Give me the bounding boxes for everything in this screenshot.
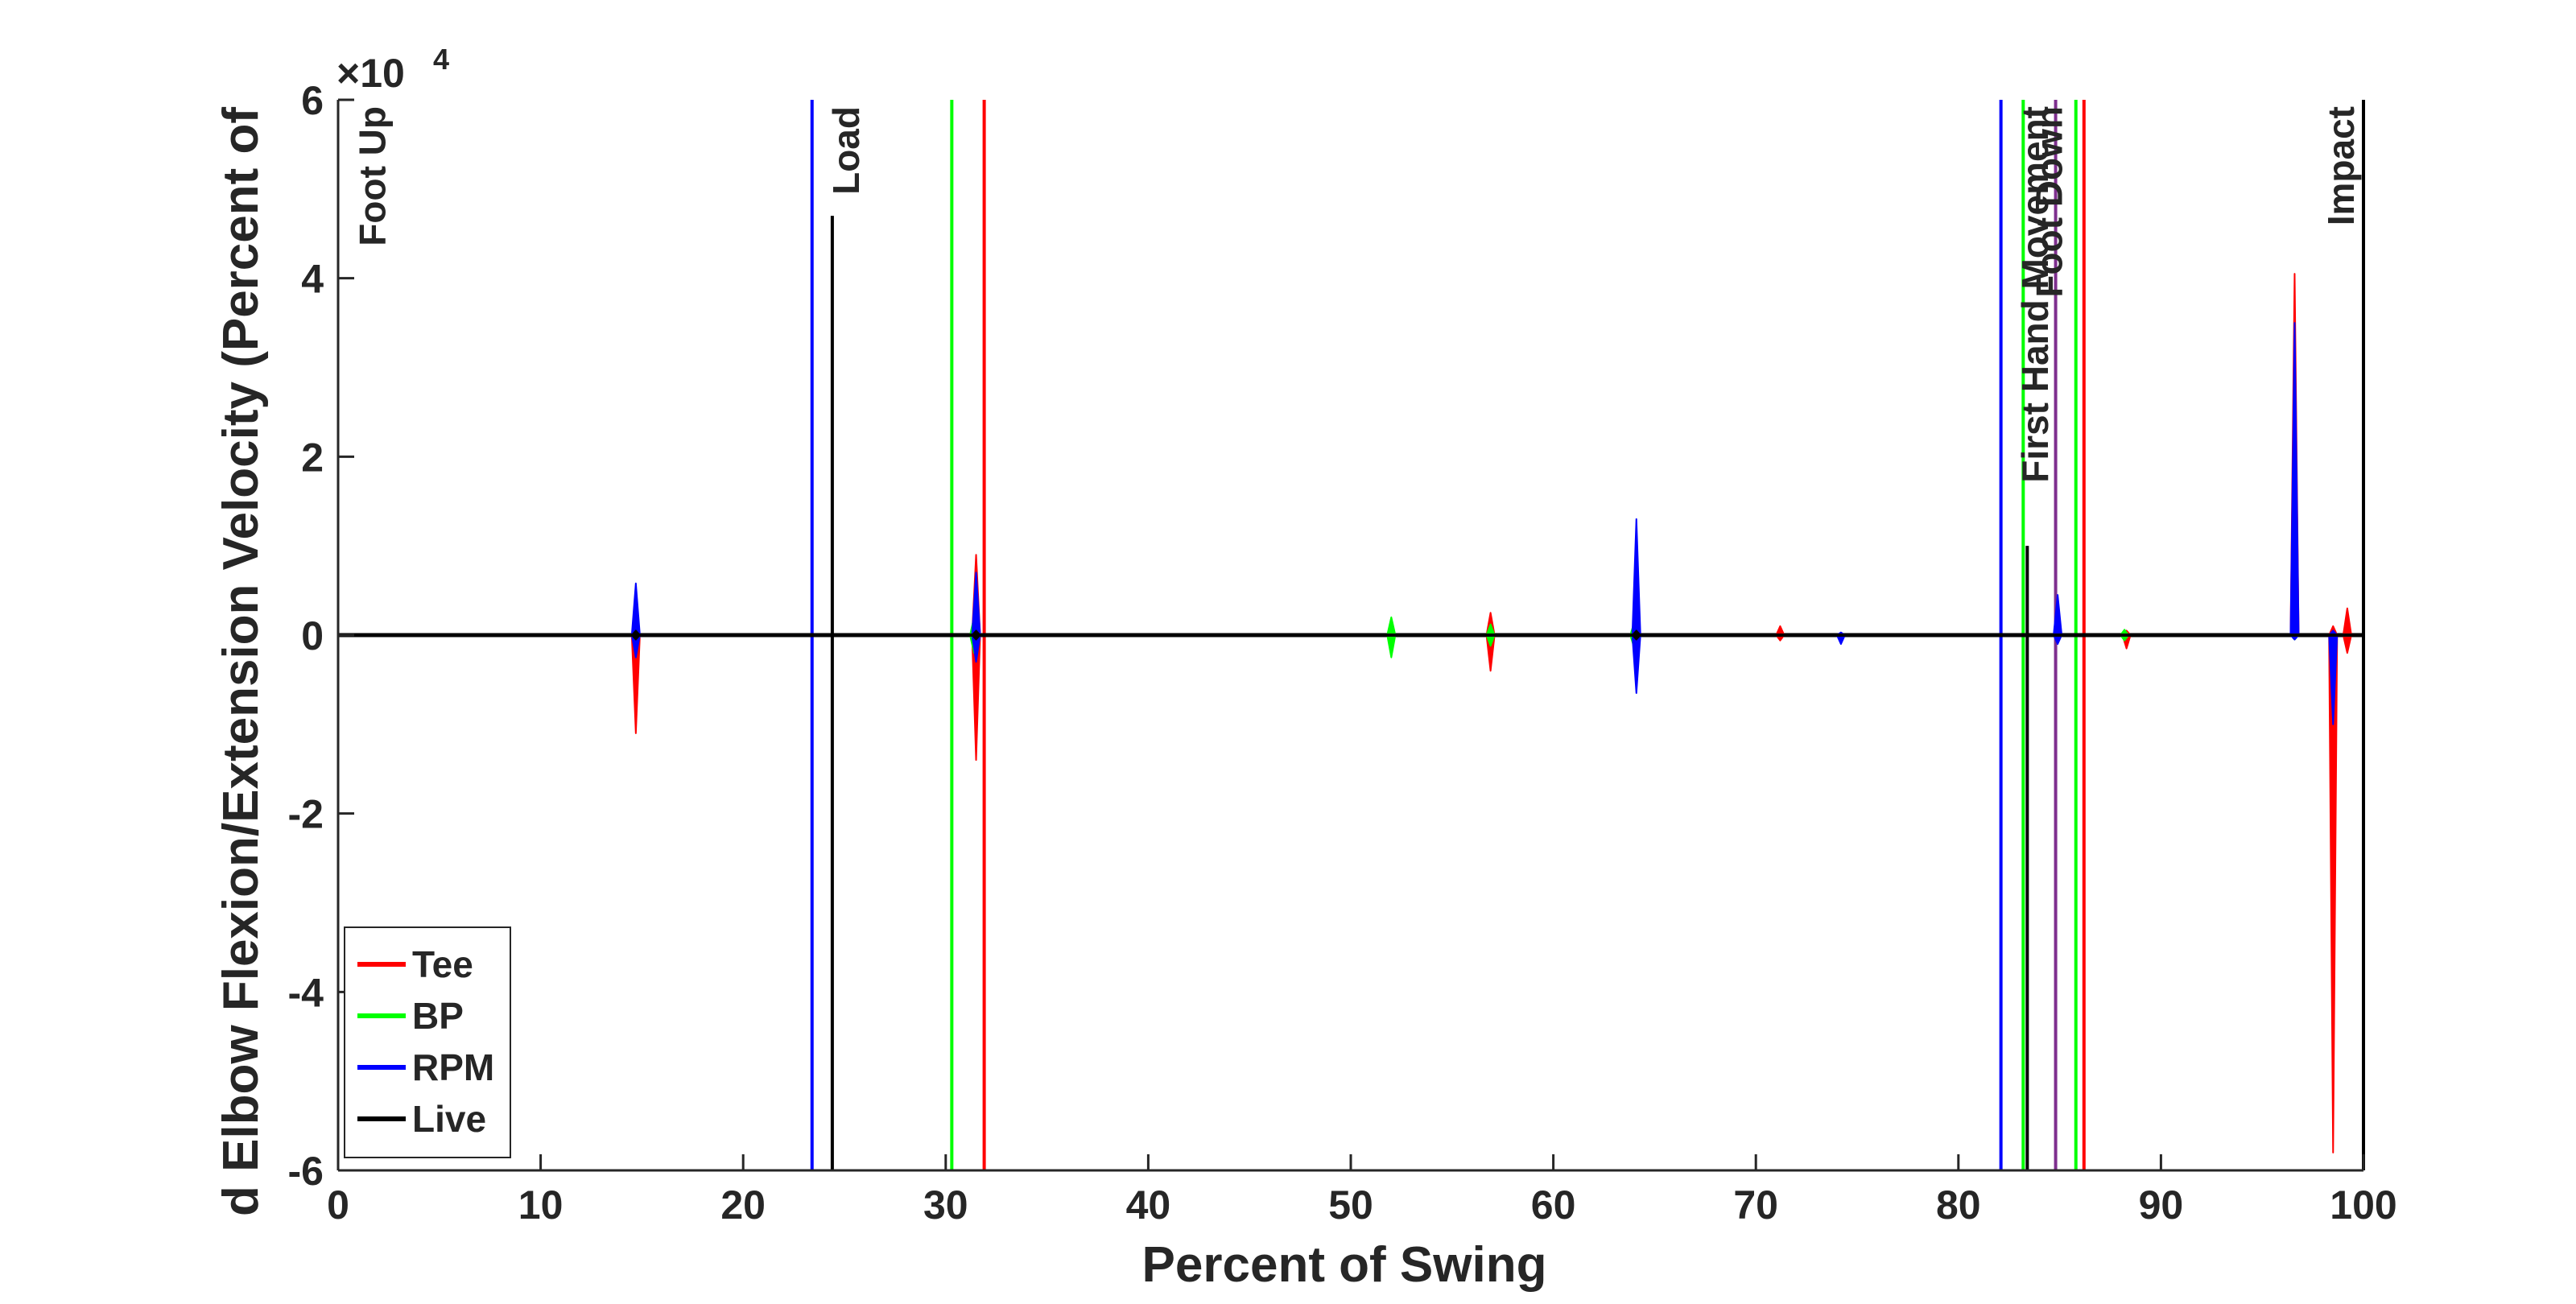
legend-label: BP	[412, 995, 464, 1037]
x-tick-label: 90	[2139, 1182, 2184, 1228]
x-tick-label: 30	[923, 1182, 968, 1228]
x-axis-title: Percent of Swing	[1142, 1237, 1547, 1293]
event-label: Foot Up	[351, 106, 393, 246]
x-tick-label: 0	[327, 1182, 349, 1228]
series-layer	[338, 273, 2363, 1153]
x-tick-label: 60	[1531, 1182, 1576, 1228]
legend-label: Tee	[412, 943, 473, 985]
legend: Tee BP RPM Live	[344, 926, 511, 1158]
y-tick-label: -2	[288, 792, 324, 837]
y-exponent-base: ×10	[336, 51, 405, 96]
x-tick-label: 40	[1126, 1182, 1171, 1228]
y-tick-label: 6	[301, 78, 324, 123]
y-tick-label: 0	[301, 613, 324, 658]
x-tick-label: 50	[1328, 1182, 1373, 1228]
legend-label: Live	[412, 1098, 486, 1140]
x-tick-label: 10	[518, 1182, 564, 1228]
legend-label: RPM	[412, 1046, 494, 1088]
event-label: Impact	[2320, 106, 2362, 225]
x-tick-label: 80	[1936, 1182, 1981, 1228]
y-exponent-power: 4	[433, 43, 449, 76]
event-label: First Hand Movement	[2014, 106, 2056, 483]
x-tick-label: 20	[720, 1182, 766, 1228]
y-tick-label: 4	[301, 257, 324, 302]
y-tick-label: 2	[301, 435, 324, 480]
y-tick-label: -4	[288, 970, 324, 1015]
y-tick-label: -6	[288, 1149, 324, 1194]
event-label: Load	[825, 106, 867, 195]
event-label: Foot Down	[2029, 106, 2070, 298]
y-axis-title: d Elbow Flexion/Extension Velocity (Perc…	[213, 107, 269, 1216]
x-tick-label: 70	[1733, 1182, 1778, 1228]
x-tick-label: 100	[2330, 1182, 2396, 1228]
y-exponent-label: ×10 4	[336, 43, 449, 96]
ticks: 0 10 20 30 40 50 60 70 80 90 100 -6 -4 -2 0 2 4 6	[288, 78, 2397, 1228]
